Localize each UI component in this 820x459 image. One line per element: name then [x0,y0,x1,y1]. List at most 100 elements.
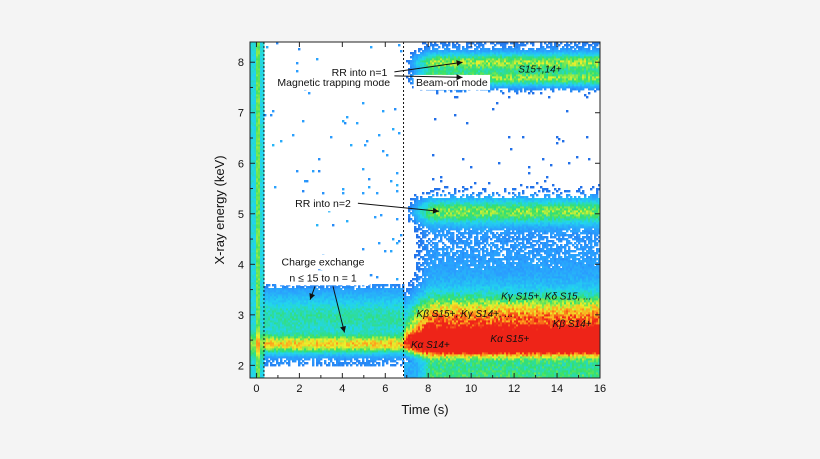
heatmap-cell [390,290,393,293]
heatmap-cell [426,68,429,71]
heatmap-cell [414,60,417,63]
heatmap-cell [352,324,355,327]
heatmap-cell [322,314,325,317]
heatmap-cell [416,70,419,73]
heatmap-cell [262,174,265,177]
heatmap-cell [256,184,259,187]
heatmap-cell [316,318,319,321]
heatmap-cell [258,232,261,235]
heatmap-cell [258,374,261,377]
heatmap-cell [312,170,315,173]
heatmap-cell [286,314,289,317]
heatmap-cell [260,376,263,378]
heatmap-cell [254,336,257,339]
heatmap-cell [426,372,429,375]
heatmap-cell [418,322,421,325]
heatmap-cell [278,296,281,299]
heatmap-cell [394,338,397,341]
heatmap-cell [348,310,351,313]
heatmap-cell [378,324,381,327]
heatmap-cell [260,240,263,243]
heatmap-cell [260,46,263,49]
heatmap-cell [334,324,337,327]
heatmap-cell [384,322,387,325]
heatmap-cell [320,338,323,341]
heatmap-cell [328,298,331,301]
heatmap-cell [426,272,429,275]
heatmap-cell [308,356,311,359]
heatmap-cell [316,336,319,339]
heatmap-cell [368,316,371,319]
heatmap-cell [280,360,283,363]
heatmap-cell [262,136,265,139]
heatmap-cell [320,356,323,359]
heatmap-cell [390,312,393,315]
heatmap-cell [254,358,257,361]
heatmap-cell [284,294,287,297]
heatmap-cell [258,234,261,237]
heatmap-cell [412,354,415,357]
heatmap-cell [410,304,413,307]
heatmap-cell [262,238,265,241]
heatmap-cell [380,306,383,309]
heatmap-cell [292,346,295,349]
heatmap-cell [350,364,353,367]
heatmap-cell [390,304,393,307]
heatmap-cell [390,314,393,317]
heatmap-cell [250,224,253,227]
heatmap-cell [316,350,319,353]
heatmap-cell [422,348,425,351]
heatmap-cell [256,136,259,139]
heatmap-cell [262,370,265,373]
heatmap-cell [322,336,325,339]
heatmap-cell [310,350,313,353]
heatmap-cell [292,286,295,289]
heatmap-cell [416,352,419,355]
heatmap-cell [270,350,273,353]
heatmap-cell [280,310,283,313]
heatmap-cell [420,360,423,363]
heatmap-cell [332,324,335,327]
heatmap-cell [332,292,335,295]
heatmap-cell [316,330,319,333]
heatmap-cell [274,286,277,289]
heatmap-cell [318,346,321,349]
heatmap-cell [298,328,301,331]
heatmap-cell [416,210,419,213]
heatmap-cell [254,308,257,311]
heatmap-cell [326,302,329,305]
heatmap-cell [426,278,429,281]
heatmap-cell [262,86,265,89]
heatmap-cell [258,312,261,315]
heatmap-cell [416,308,419,311]
heatmap-cell [390,328,393,331]
heatmap-cell [266,360,269,363]
heatmap-cell [264,324,267,327]
heatmap-cell [382,298,385,301]
heatmap-cell [356,300,359,303]
heatmap-cell [408,220,411,223]
heatmap-cell [310,340,313,343]
heatmap-cell [260,146,263,149]
heatmap-cell [250,260,253,263]
heatmap-cell [402,356,405,359]
heatmap-cell [276,334,279,337]
heatmap-cell [320,340,323,343]
heatmap-cell [314,348,317,351]
heatmap-cell [326,316,329,319]
heatmap-cell [358,338,361,341]
heatmap-cell [262,66,265,69]
heatmap-cell [258,48,261,51]
heatmap-cell [278,346,281,349]
heatmap-cell [256,294,259,297]
heatmap-cell [418,254,421,257]
heatmap-cell [282,294,285,297]
heatmap-cell [254,312,257,315]
heatmap-cell [388,354,391,357]
heatmap-cell [256,302,259,305]
heatmap-cell [350,286,353,289]
heatmap-cell [260,132,263,135]
heatmap-cell [332,352,335,355]
heatmap-cell [418,288,421,291]
heatmap-cell [422,372,425,375]
